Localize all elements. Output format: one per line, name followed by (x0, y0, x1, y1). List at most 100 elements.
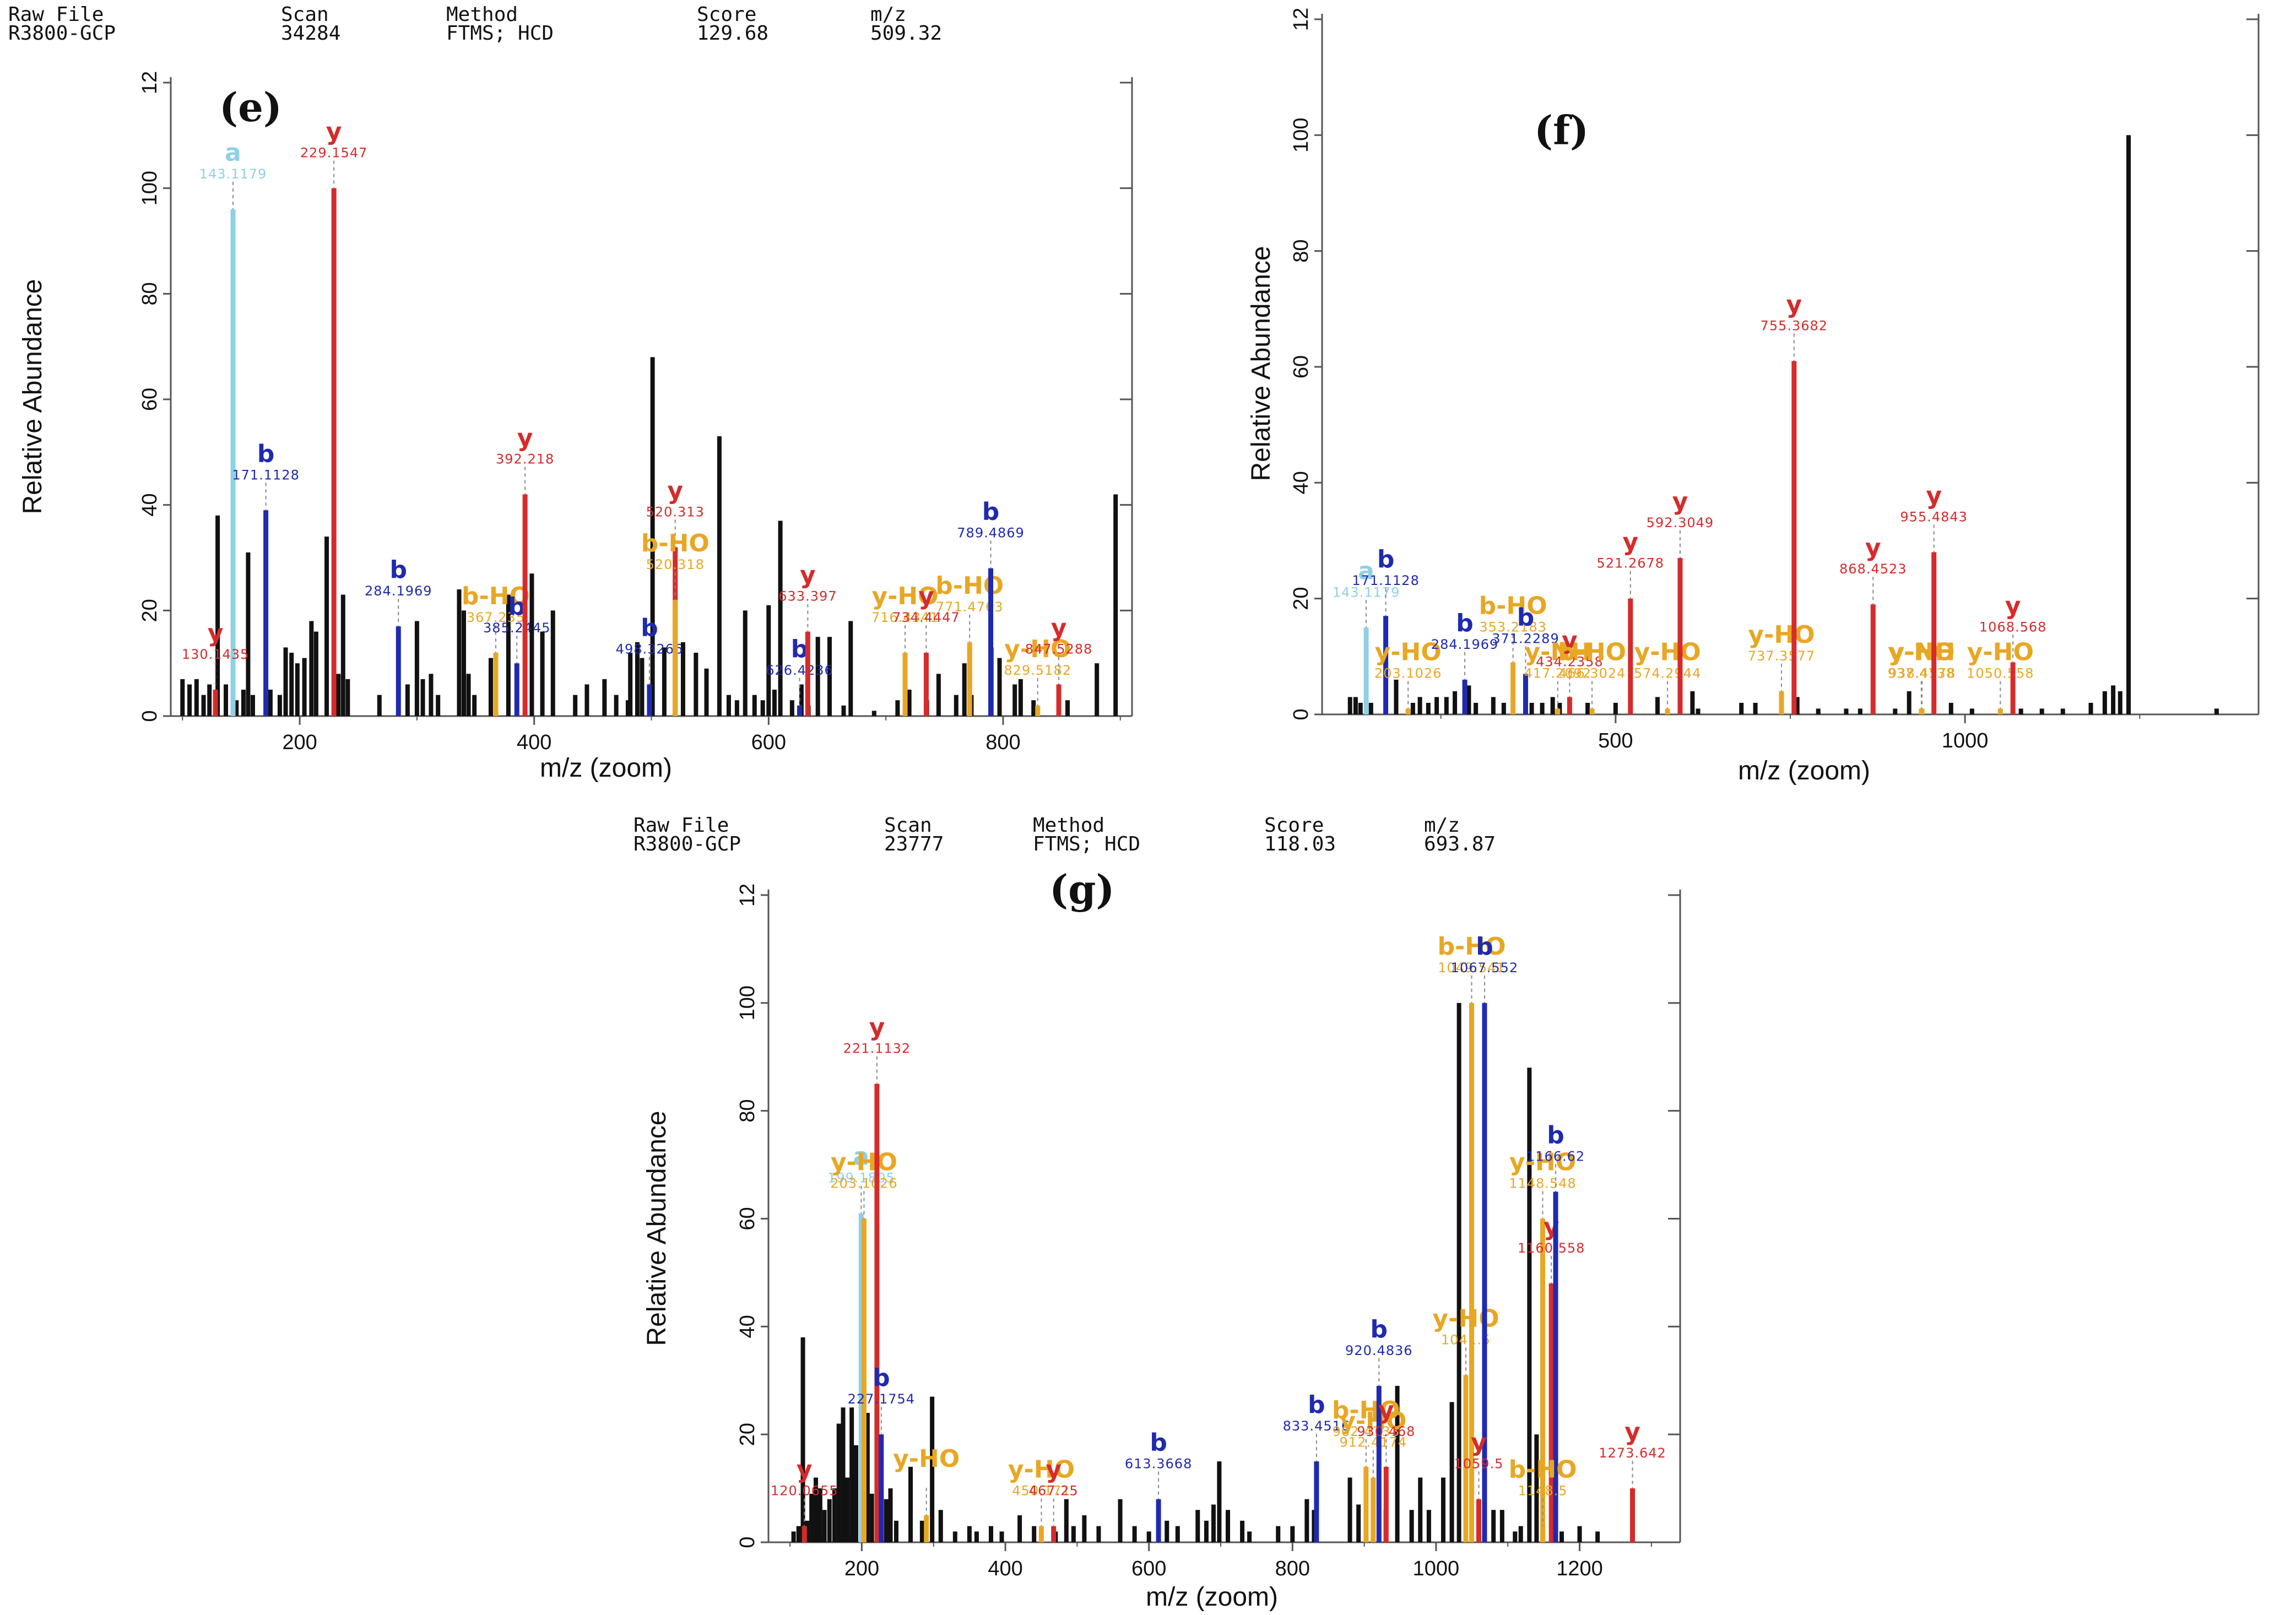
header-label-scan: Scan (281, 3, 329, 26)
peak-bar (827, 1499, 832, 1542)
ion-label: b (641, 614, 658, 642)
x-tick-label: 200 (844, 1557, 879, 1580)
peak-bar (791, 1531, 796, 1542)
mz-label: 937.4738 (1888, 665, 1956, 681)
mz-label: 385.2445 (483, 620, 551, 636)
mz-label: 902.4733 (1333, 1424, 1400, 1439)
annotated-peak-bar (1376, 1386, 1382, 1542)
peak-bar (800, 1337, 805, 1542)
ion-label: y-HO (871, 582, 938, 610)
annotated-peak-bar (1630, 1488, 1636, 1542)
mz-label: 120.0655 (771, 1483, 838, 1499)
annotated-peak-bar (802, 1526, 807, 1542)
ion-label: y-HO (1004, 635, 1071, 663)
ion-label: y (1046, 1456, 1062, 1484)
peak-bar (573, 695, 578, 716)
ion-label: b-HO (1437, 933, 1506, 961)
peak-bar (1585, 702, 1590, 714)
mz-label: 520.313 (646, 504, 705, 519)
peak-bar (345, 679, 350, 716)
peak-bar (309, 621, 314, 716)
annotated-peak-bar (263, 510, 269, 716)
mz-label: 498.3266 (616, 642, 684, 657)
y-tick-label: 20 (736, 1423, 759, 1446)
peak-bar (1082, 1515, 1087, 1542)
header-label-scan: Scan (884, 814, 932, 837)
peak-bar (907, 690, 912, 716)
peak-bar (1418, 1477, 1423, 1542)
peak-bar (680, 642, 685, 716)
peak-bar (1217, 1461, 1222, 1542)
ion-label: y (2005, 592, 2021, 620)
header-value-score: 118.03 (1264, 833, 1336, 855)
peak-bar (895, 700, 900, 716)
peak-bar (1550, 697, 1555, 714)
mz-label: 613.3668 (1125, 1456, 1193, 1472)
mz-label: 626.4236 (766, 663, 833, 678)
peak-bar (1113, 494, 1118, 716)
mz-label: 1273.642 (1599, 1445, 1666, 1461)
ion-label: y (869, 1014, 885, 1042)
x-tick-label: 600 (1131, 1557, 1166, 1580)
peak-bar (1499, 1510, 1504, 1542)
peak-bar (289, 653, 294, 716)
peak-bar (1410, 702, 1415, 714)
mz-label: 367.235 (467, 610, 525, 625)
annotated-peak-bar (1510, 662, 1516, 714)
peak-bar (1211, 1504, 1216, 1542)
peak-bar (420, 679, 425, 716)
annotated-peak-bar (1931, 552, 1937, 714)
x-tick-label: 500 (1598, 729, 1633, 752)
peak-bar (1071, 1526, 1076, 1542)
mz-label: 171.1128 (232, 467, 300, 483)
mz-label: 1050.558 (1967, 665, 2034, 681)
ion-label: b (1377, 545, 1395, 573)
peak-bar (997, 658, 1002, 716)
mz-label: 466.3024 (1558, 665, 1626, 681)
annotated-peak-bar (2010, 662, 2016, 714)
peak-bar (1453, 691, 1458, 714)
ion-label: b-HO (462, 582, 530, 610)
peak-bar (1739, 702, 1744, 714)
ion-label: y-HO (1340, 1407, 1406, 1435)
peak-bar (1753, 702, 1758, 714)
peak-bar (1096, 1526, 1101, 1542)
annotated-peak-bar (858, 1213, 864, 1542)
ion-label: y (1562, 626, 1578, 654)
y-tick-label: 100 (736, 985, 759, 1020)
peak-bar (1118, 1499, 1123, 1542)
annotated-peak-bar (1383, 1466, 1389, 1542)
peak-bar (938, 1510, 943, 1542)
header-label-mz: m/z (1424, 814, 1460, 837)
annotated-peak-bar (1056, 684, 1062, 716)
mz-label: 829.5182 (1004, 663, 1071, 678)
x-axis-label: m/z (zoom) (1738, 756, 1870, 785)
panel-label-g: (g) (1049, 866, 1114, 913)
annotated-peak-bar (1553, 1191, 1558, 1542)
peak-bar (302, 658, 307, 716)
mz-label: 1166.62 (1526, 1149, 1585, 1164)
peak-bar (529, 573, 534, 716)
peak-bar (962, 663, 967, 716)
peak-bar (1290, 1526, 1295, 1542)
annotated-peak-bar (805, 631, 810, 716)
peak-bar (614, 695, 619, 716)
annotated-peak-bar (797, 705, 803, 716)
peak-bar (817, 1488, 822, 1542)
mz-label: 417.2092 (1524, 665, 1592, 681)
peak-bar (1395, 1386, 1400, 1542)
ion-label: y-NH (1889, 638, 1956, 666)
annotated-peak-bar (923, 653, 929, 716)
peak-bar (224, 684, 229, 716)
panel-e-header: Raw File Scan Method Score m/z R3800-GCP… (8, 3, 942, 45)
y-tick-label: 12 (1290, 8, 1313, 31)
peak-bar (1353, 697, 1358, 714)
peak-bar (187, 684, 192, 716)
peak-bar (268, 690, 273, 716)
ion-label: b (257, 440, 275, 468)
y-tick-label: 80 (1290, 240, 1313, 263)
ion-label: y (1378, 1396, 1394, 1424)
ion-label: b (873, 1364, 890, 1392)
peak-bar (602, 679, 607, 716)
y-axis-label: Relative Abundance (1247, 246, 1276, 481)
